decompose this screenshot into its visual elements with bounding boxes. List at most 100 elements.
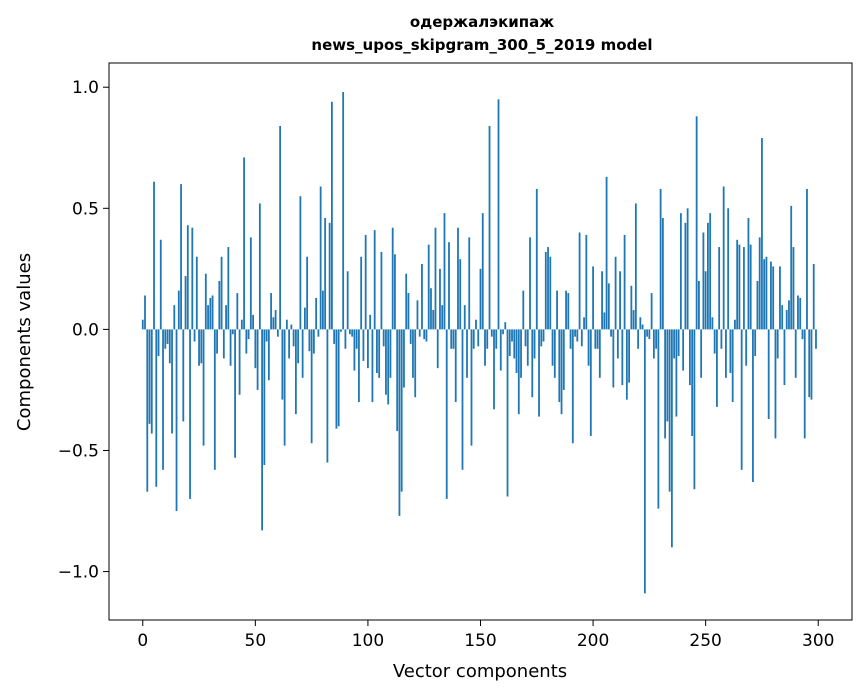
bar xyxy=(166,329,169,344)
bar xyxy=(637,329,640,349)
bar xyxy=(547,247,549,330)
bar xyxy=(772,266,775,330)
bar xyxy=(175,329,178,512)
bar xyxy=(254,329,257,369)
bar xyxy=(736,239,739,330)
bar xyxy=(574,329,576,337)
bar xyxy=(452,329,455,349)
bar xyxy=(511,329,513,342)
bar xyxy=(781,305,784,330)
bar xyxy=(358,329,360,403)
bar xyxy=(281,329,284,400)
x-axis: 0 50 100 150 200 250 300 xyxy=(137,620,834,651)
bar xyxy=(335,329,338,429)
bar xyxy=(209,297,212,330)
bar xyxy=(220,256,223,330)
bar xyxy=(702,232,705,330)
bar xyxy=(562,329,565,390)
x-axis-label: Vector components xyxy=(393,661,567,682)
bar xyxy=(378,329,381,378)
bar xyxy=(688,329,691,386)
bar xyxy=(533,329,536,359)
bar xyxy=(551,329,554,366)
bar xyxy=(803,329,806,439)
bar xyxy=(522,290,525,330)
bar xyxy=(630,285,633,330)
bar xyxy=(434,227,437,330)
bar xyxy=(801,329,804,340)
bar xyxy=(468,237,471,330)
bar xyxy=(299,196,302,330)
bar xyxy=(436,329,439,369)
bar xyxy=(713,329,716,354)
bar xyxy=(432,310,435,330)
bar xyxy=(520,329,522,378)
bar xyxy=(292,329,295,347)
bar xyxy=(285,319,288,330)
bar xyxy=(195,256,198,330)
bar xyxy=(177,290,180,330)
x-tick-label: 100 xyxy=(352,631,384,651)
bar xyxy=(664,329,667,439)
bar xyxy=(294,329,297,415)
bar xyxy=(272,317,275,330)
bar xyxy=(439,268,441,330)
bar xyxy=(466,329,468,378)
bar xyxy=(684,222,687,330)
y-axis: 1.0 0.5 0.0 −0.5 −1.0 xyxy=(58,78,109,583)
bar xyxy=(362,329,365,361)
bar xyxy=(398,329,401,516)
bar xyxy=(180,184,182,330)
bar xyxy=(752,329,754,482)
bar xyxy=(495,329,498,349)
bar xyxy=(601,271,603,330)
bar xyxy=(711,317,714,330)
bar xyxy=(360,256,363,330)
bar xyxy=(153,181,155,330)
bar xyxy=(267,329,270,381)
bar xyxy=(310,329,313,444)
bar xyxy=(457,227,459,330)
bar xyxy=(634,203,637,330)
bar xyxy=(405,273,408,330)
bar xyxy=(497,99,500,330)
bar xyxy=(276,329,279,337)
bar xyxy=(229,329,232,366)
bar xyxy=(353,329,356,371)
bar xyxy=(204,273,207,330)
bar xyxy=(207,305,209,330)
bar xyxy=(484,329,486,366)
bar xyxy=(756,280,759,330)
bar xyxy=(790,205,793,330)
bar xyxy=(227,247,230,330)
bar xyxy=(369,314,372,330)
bar xyxy=(155,329,158,487)
bar xyxy=(427,244,430,330)
bar xyxy=(245,329,248,354)
bar xyxy=(213,329,216,470)
bar xyxy=(695,116,698,330)
x-tick-label: 50 xyxy=(245,631,267,651)
bar xyxy=(698,280,700,330)
bar xyxy=(164,329,167,349)
bar xyxy=(265,329,268,342)
bar xyxy=(333,329,336,344)
x-tick-label: 150 xyxy=(464,631,496,651)
bar xyxy=(776,329,779,359)
bar xyxy=(641,324,644,330)
bar xyxy=(387,329,390,405)
y-tick-label: −1.0 xyxy=(58,563,99,583)
bar xyxy=(261,329,263,531)
bar xyxy=(211,295,214,330)
bar xyxy=(668,329,671,492)
bar xyxy=(648,329,651,340)
bar xyxy=(448,242,450,330)
bar xyxy=(770,261,772,330)
bar xyxy=(493,329,495,410)
bar xyxy=(288,329,291,359)
bar xyxy=(382,329,385,347)
bar xyxy=(454,329,457,403)
bar xyxy=(704,271,707,330)
bar xyxy=(263,329,266,466)
bar xyxy=(409,329,412,344)
